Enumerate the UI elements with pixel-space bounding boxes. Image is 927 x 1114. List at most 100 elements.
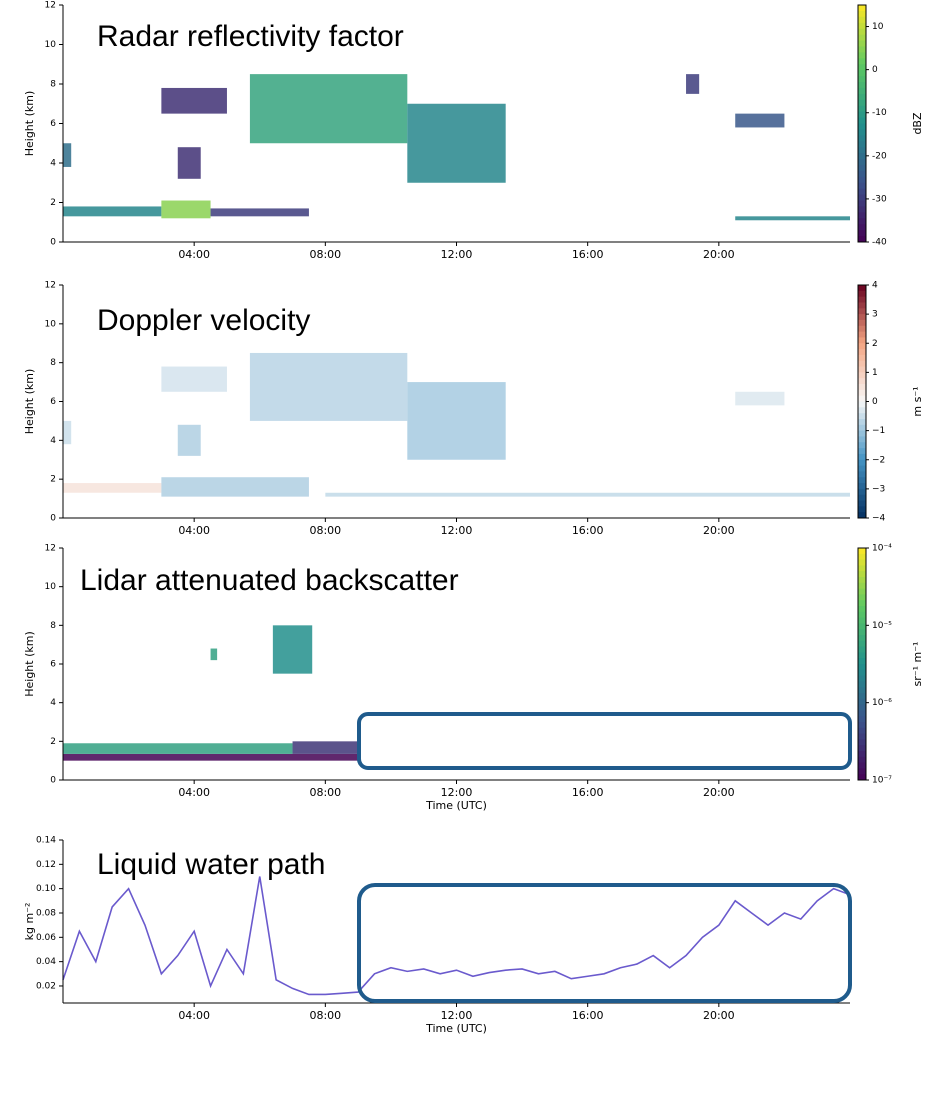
colorbar-segment xyxy=(858,395,866,402)
colorbar-segment xyxy=(858,22,866,30)
colorbar-segment xyxy=(858,506,866,513)
y-tick-label: 4 xyxy=(50,698,56,708)
cloud-region xyxy=(161,366,227,392)
cloud-region xyxy=(272,625,313,674)
colorbar-segment xyxy=(858,762,866,769)
colorbar-segment xyxy=(858,10,866,18)
colorbar-segment xyxy=(858,693,866,700)
colorbar-segment xyxy=(858,669,866,677)
y-tick-label: 0.08 xyxy=(36,908,56,918)
cloud-region xyxy=(63,753,359,761)
cloud-region xyxy=(735,216,850,221)
panel-title: Lidar attenuated backscatter xyxy=(80,564,459,597)
colorbar-segment xyxy=(858,477,866,484)
colorbar-segment xyxy=(858,582,866,590)
colorbar-segment xyxy=(858,285,866,292)
colorbar-segment xyxy=(858,70,866,77)
colorbar-tick-label: −4 xyxy=(872,514,886,524)
colorbar-segment xyxy=(858,652,866,659)
colorbar-segment xyxy=(858,200,866,207)
colorbar-segment xyxy=(858,512,866,519)
x-tick-label: 08:00 xyxy=(309,524,341,537)
panel: -40 -30 -20 -10 0 10 dBZ 0 2 4 6 8 10 12 04:00 08:00 12:… xyxy=(23,1,924,262)
colorbar-segment xyxy=(858,646,866,653)
colorbar-tick-label: −1 xyxy=(872,426,885,436)
colorbar-segment xyxy=(858,756,866,764)
colorbar-segment xyxy=(858,129,866,136)
colorbar-tick-label: 0 xyxy=(872,65,878,75)
colorbar-segment xyxy=(858,319,866,327)
colorbar-segment xyxy=(858,623,866,630)
panel-title: Liquid water path xyxy=(97,848,326,881)
colorbar-segment xyxy=(858,389,866,397)
colorbar-segment xyxy=(858,218,866,225)
y-tick-label: 10 xyxy=(45,582,57,592)
y-tick-label: 0 xyxy=(50,238,56,248)
colorbar-segment xyxy=(858,430,866,437)
colorbar-segment xyxy=(858,308,866,315)
colorbar-segment xyxy=(858,5,866,12)
colorbar-segment xyxy=(858,325,866,333)
colorbar-segment xyxy=(858,176,866,184)
highlight-box xyxy=(357,712,852,770)
colorbar-segment xyxy=(858,424,866,432)
colorbar-segment xyxy=(858,188,866,196)
colorbar-segment xyxy=(858,16,866,24)
x-tick-label: 12:00 xyxy=(441,1009,473,1022)
colorbar-segment xyxy=(858,704,866,711)
y-tick-label: 12 xyxy=(45,544,56,554)
cloud-region xyxy=(161,87,227,114)
colorbar-segment xyxy=(858,617,866,624)
colorbar-segment xyxy=(858,483,866,490)
colorbar-segment xyxy=(858,571,866,578)
colorbar-segment xyxy=(858,99,866,107)
colorbar-segment xyxy=(858,290,866,298)
colorbar-segment xyxy=(858,739,866,746)
colorbar-label: m s⁻¹ xyxy=(911,386,924,416)
colorbar-segment xyxy=(858,401,866,408)
cloud-region xyxy=(735,113,785,128)
colorbar-tick-label: −2 xyxy=(872,455,885,465)
colorbar-tick-label: −3 xyxy=(872,484,885,494)
colorbar-segment xyxy=(858,453,866,461)
y-tick-label: 0.04 xyxy=(36,957,56,967)
y-tick-label: 6 xyxy=(50,660,56,670)
x-axis-label: Time (UTC) xyxy=(425,799,487,812)
colorbar-segment xyxy=(858,559,866,566)
y-tick-label: 12 xyxy=(45,1,56,11)
colorbar-segment xyxy=(858,635,866,642)
colorbar-segment xyxy=(858,52,866,59)
colorbar-segment xyxy=(858,722,866,729)
y-tick-label: 4 xyxy=(50,436,56,446)
x-tick-label: 08:00 xyxy=(309,786,341,799)
cloud-region xyxy=(407,382,506,460)
y-tick-label: 2 xyxy=(50,475,56,485)
colorbar-segment xyxy=(858,194,866,202)
colorbar-segment xyxy=(858,182,866,190)
colorbar-segment xyxy=(858,331,866,338)
highlight-box xyxy=(357,883,852,1003)
x-tick-label: 04:00 xyxy=(178,786,210,799)
x-tick-label: 12:00 xyxy=(441,524,473,537)
y-tick-label: 2 xyxy=(50,198,56,208)
x-tick-label: 08:00 xyxy=(309,1009,341,1022)
colorbar-segment xyxy=(858,436,866,443)
x-tick-label: 04:00 xyxy=(178,1009,210,1022)
cloud-region xyxy=(210,648,218,661)
cloud-region xyxy=(407,103,506,183)
cloud-region xyxy=(210,208,309,217)
y-tick-label: 10 xyxy=(45,319,57,329)
colorbar-segment xyxy=(858,553,866,561)
x-tick-label: 04:00 xyxy=(178,524,210,537)
colorbar-segment xyxy=(858,629,866,636)
colorbar-segment xyxy=(858,135,866,142)
colorbar-segment xyxy=(858,733,866,740)
colorbar-segment xyxy=(858,236,866,243)
colorbar-segment xyxy=(858,372,866,379)
colorbar-segment xyxy=(858,212,866,219)
colorbar-tick-label: 10⁻⁴ xyxy=(872,544,892,554)
colorbar-tick-label: -10 xyxy=(872,108,887,118)
colorbar-segment xyxy=(858,577,866,584)
y-tick-label: 4 xyxy=(50,159,56,169)
